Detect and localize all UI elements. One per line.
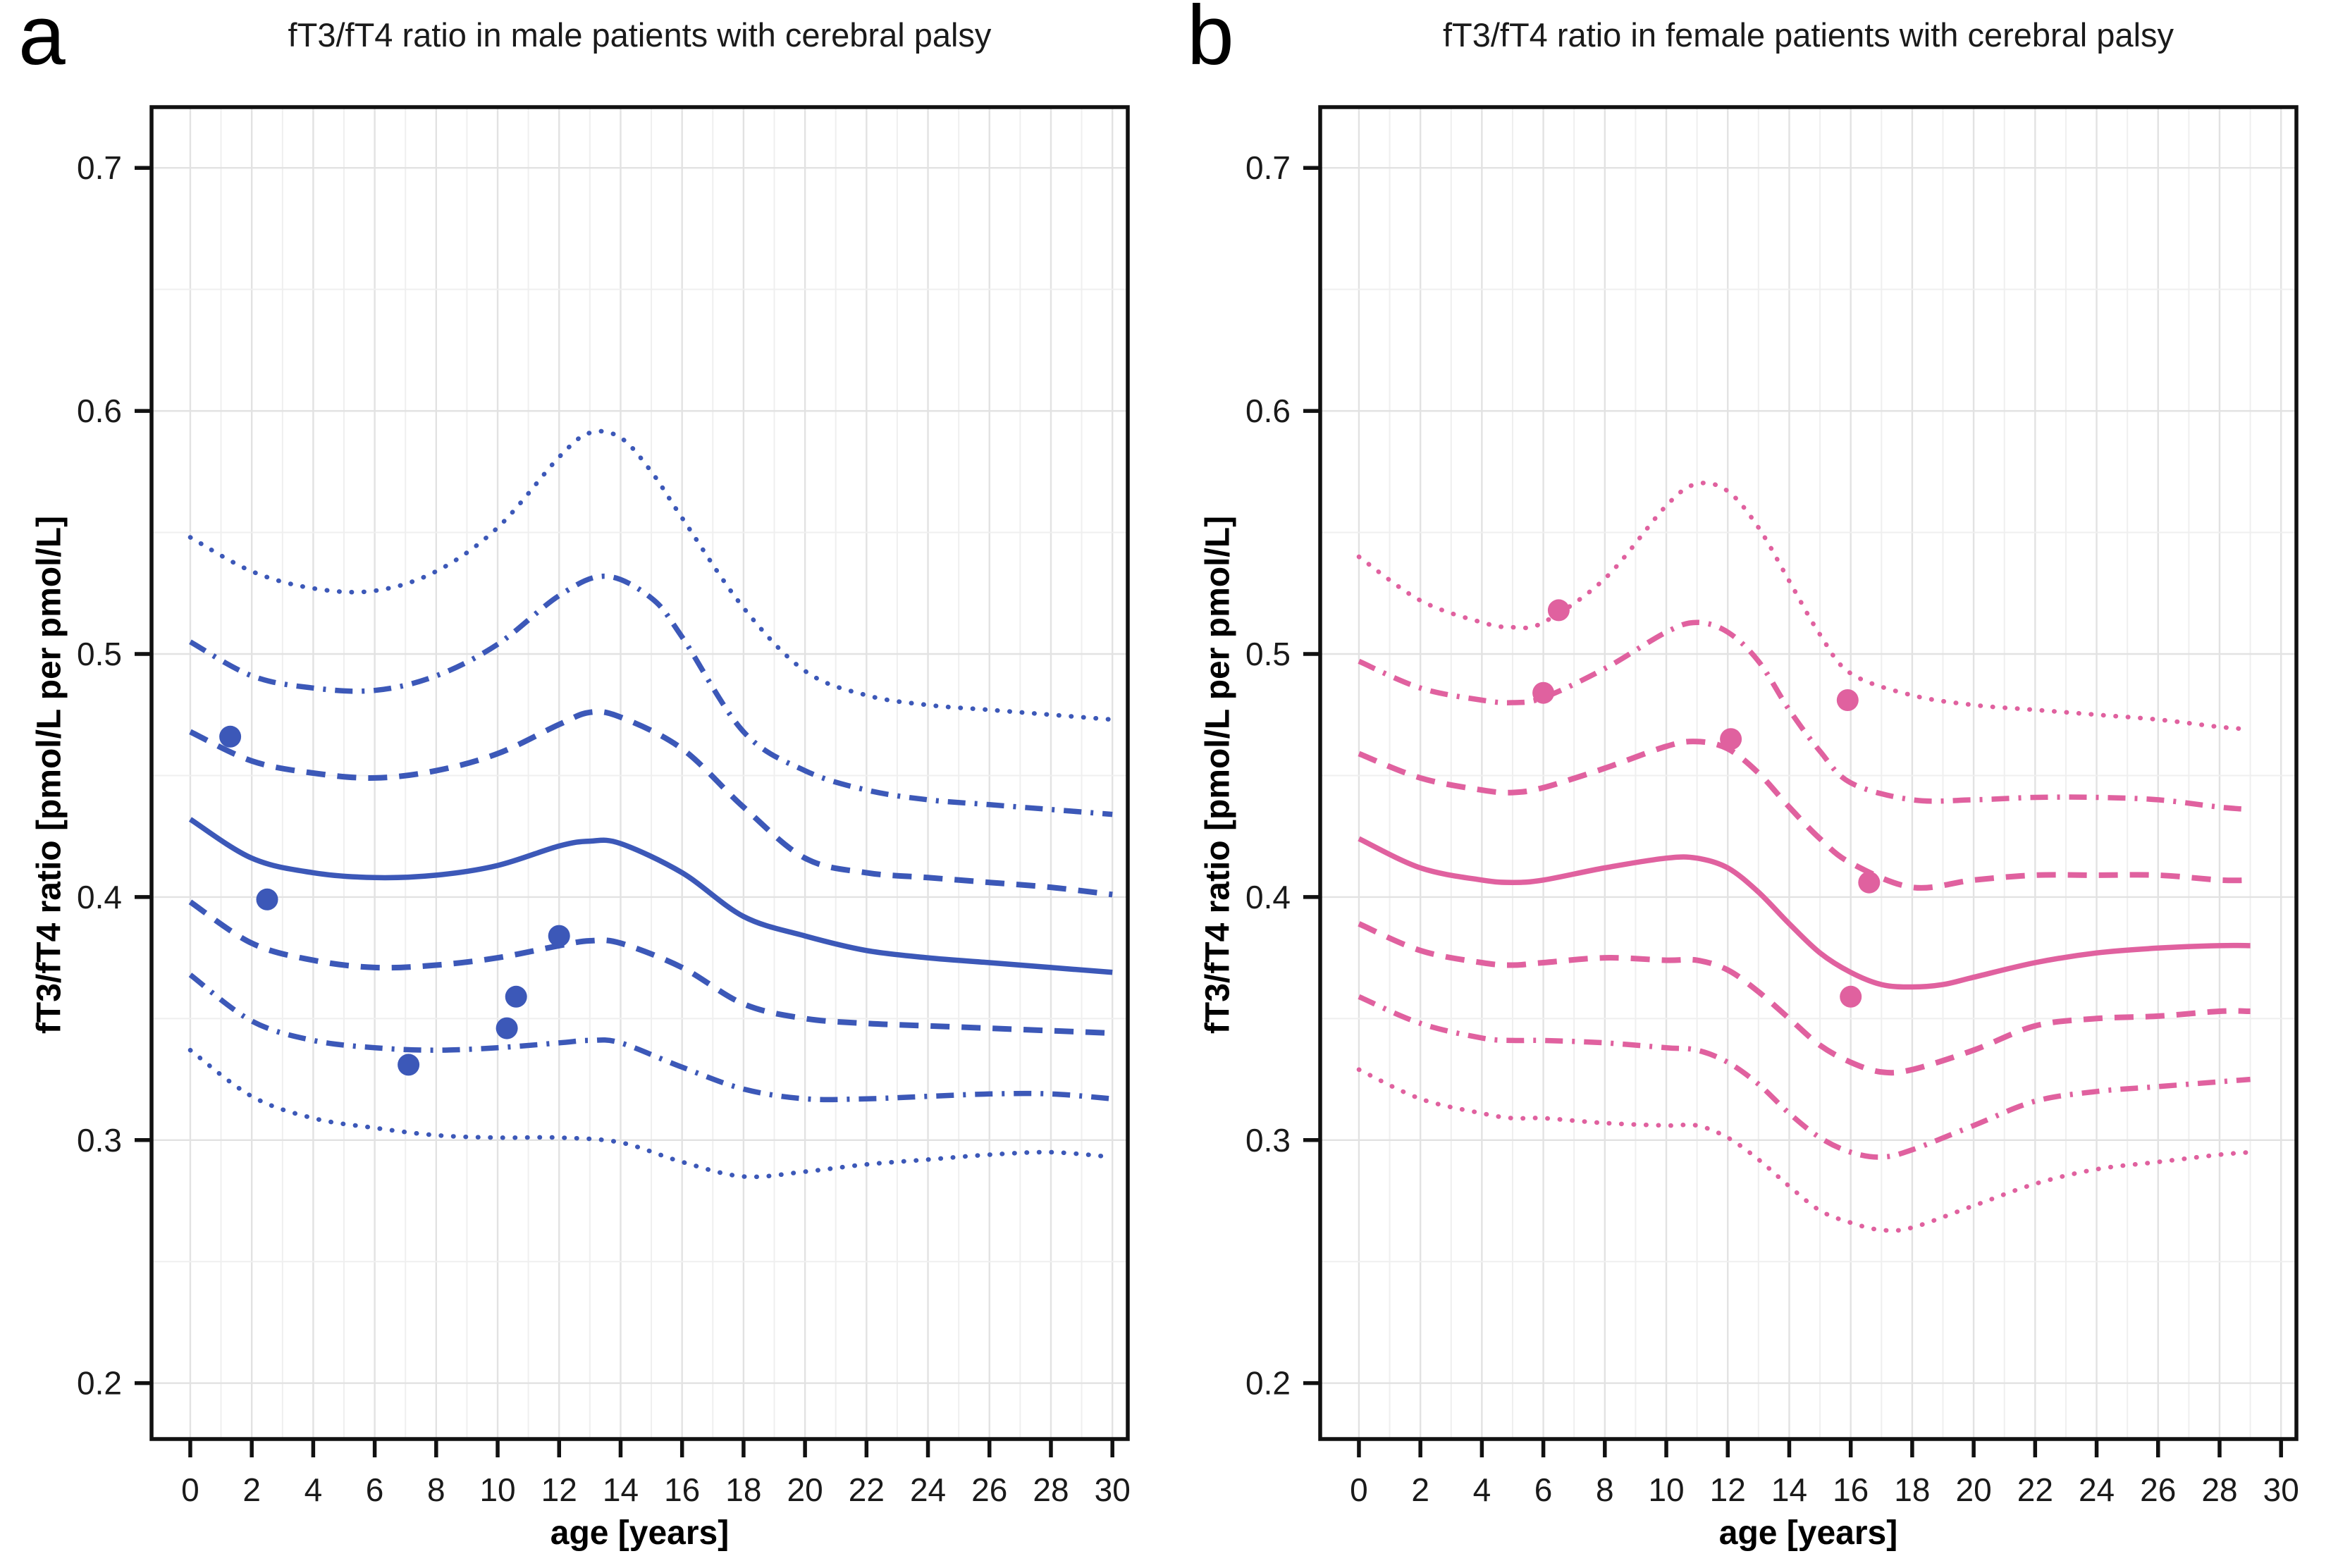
x-tick-label: 20 [1956, 1471, 1992, 1508]
data-point [496, 1017, 518, 1039]
x-tick-label: 24 [2079, 1471, 2115, 1508]
data-point [398, 1054, 420, 1076]
x-tick-label: 30 [1095, 1471, 1131, 1508]
curve-lower-dashdot-percentile-dashdot [188, 973, 1113, 1103]
x-tick-label: 18 [725, 1471, 761, 1508]
y-tick-label: 0.2 [77, 1365, 122, 1402]
data-point [1836, 689, 1859, 711]
curve-median-solid-solid [188, 817, 1113, 975]
x-tick-label: 16 [1833, 1471, 1869, 1508]
x-tick-label: 14 [603, 1471, 639, 1508]
panel-b-title: fT3/fT4 ratio in female patients with ce… [1442, 16, 2174, 54]
x-tick-label: 0 [1350, 1471, 1368, 1508]
data-point [548, 925, 570, 947]
y-tick-label: 0.3 [1245, 1122, 1291, 1159]
x-tick-label: 26 [971, 1471, 1007, 1508]
y-tick-label: 0.6 [1245, 393, 1291, 429]
x-tick-label: 26 [2140, 1471, 2176, 1508]
data-point [505, 985, 527, 1008]
panel-a-title: fT3/fT4 ratio in male patients with cere… [288, 16, 992, 54]
x-tick-label: 10 [1648, 1471, 1684, 1508]
y-tick-label: 0.5 [1245, 636, 1291, 672]
curve-lower-dotted-percentile-dotted [187, 1047, 1115, 1180]
x-tick-label: 20 [787, 1471, 823, 1508]
curve-median-solid-solid [1358, 836, 2251, 990]
data-point [256, 888, 278, 910]
percentile-curves [1356, 481, 2253, 1233]
y-tick-label: 0.3 [77, 1122, 122, 1159]
x-tick-label: 6 [366, 1471, 384, 1508]
y-tick-label: 0.2 [1245, 1365, 1291, 1402]
curve-upper-dashdot-percentile-dashdot [1358, 619, 2251, 813]
x-tick-label: 8 [1596, 1471, 1614, 1508]
data-point [1840, 985, 1862, 1008]
curve-upper-dashed-percentile-dashed [1358, 739, 2251, 891]
curve-lower-dashdot-percentile-dashdot [1358, 994, 2251, 1160]
x-tick-label: 18 [1894, 1471, 1930, 1508]
curve-upper-dotted-percentile-dotted [1356, 481, 2253, 732]
female-patient-points [1532, 599, 1881, 1008]
panel-label-a: a [18, 0, 66, 82]
panel-b-x-axis-label: age [years] [1718, 1514, 1898, 1552]
x-tick-label: 28 [2201, 1471, 2237, 1508]
axis-ticks: 0 2 4 6 8 10 12 14 16 18 20 22 24 26 28 300.20.30.40.50… [1245, 149, 2299, 1508]
x-tick-label: 12 [1710, 1471, 1746, 1508]
y-tick-label: 0.4 [1245, 879, 1291, 915]
data-point [1858, 871, 1881, 894]
y-tick-label: 0.5 [77, 636, 122, 672]
panel-border [149, 105, 1130, 1441]
curve-lower-dotted-percentile-dotted [1356, 1067, 2253, 1233]
data-point [1720, 728, 1742, 751]
x-tick-label: 0 [181, 1471, 199, 1508]
x-tick-label: 4 [304, 1471, 323, 1508]
x-tick-label: 30 [2263, 1471, 2299, 1508]
x-tick-label: 2 [1411, 1471, 1429, 1508]
x-tick-label: 4 [1473, 1471, 1491, 1508]
curve-upper-dashdot-percentile-dashdot [189, 573, 1113, 817]
percentile-curves [187, 428, 1115, 1180]
x-tick-label: 10 [479, 1471, 515, 1508]
gridlines [1320, 107, 2296, 1439]
panel-b-plot: 0 2 4 6 8 10 12 14 16 18 20 22 24 26 28 300.20.30.40.50… [1245, 105, 2299, 1508]
x-tick-label: 22 [2017, 1471, 2053, 1508]
y-tick-label: 0.7 [77, 149, 122, 186]
axis-ticks: 0 2 4 6 8 10 12 14 16 18 20 22 24 26 28 300.20.30.40.50… [77, 149, 1131, 1508]
curve-lower-dashed-percentile-dashed [188, 899, 1113, 1036]
x-tick-label: 2 [242, 1471, 261, 1508]
x-tick-label: 14 [1771, 1471, 1807, 1508]
data-point [1532, 681, 1555, 704]
x-tick-label: 28 [1033, 1471, 1069, 1508]
x-tick-label: 8 [427, 1471, 445, 1508]
panel-b-female: b fT3/fT4 ratio in female patients with … [1169, 0, 2337, 1568]
curve-lower-dashed-percentile-dashed [1358, 921, 2251, 1076]
panel-a-male: a fT3/fT4 ratio in male patients with ce… [18, 0, 1131, 1552]
y-tick-label: 0.4 [77, 879, 122, 915]
y-tick-label: 0.7 [1245, 149, 1291, 186]
data-point [219, 725, 242, 748]
curve-upper-dashed-percentile-dashed [189, 708, 1113, 898]
panel-border [1318, 105, 2299, 1441]
y-tick-label: 0.6 [77, 393, 122, 429]
panel-a-plot: 0 2 4 6 8 10 12 14 16 18 20 22 24 26 28 300.20.30.40.50… [77, 105, 1131, 1508]
gridlines [152, 107, 1128, 1439]
x-tick-label: 12 [541, 1471, 577, 1508]
panel-a-x-axis-label: age [years] [550, 1514, 730, 1552]
x-tick-label: 24 [910, 1471, 946, 1508]
curve-upper-dotted-percentile-dotted [187, 428, 1115, 722]
male-patient-points [219, 725, 570, 1076]
panel-label-b: b [1187, 0, 1234, 82]
x-tick-label: 16 [664, 1471, 700, 1508]
x-tick-label: 6 [1534, 1471, 1553, 1508]
data-point [1547, 599, 1570, 622]
x-tick-label: 22 [849, 1471, 885, 1508]
